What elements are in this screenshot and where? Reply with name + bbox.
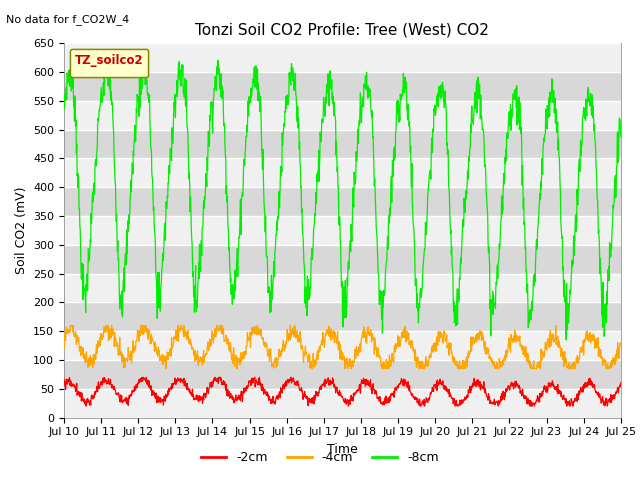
Bar	[64, 274, 621, 302]
Bar	[64, 302, 621, 331]
Bar	[64, 187, 621, 216]
Bar	[64, 72, 621, 101]
Bar	[64, 360, 621, 389]
Y-axis label: Soil CO2 (mV): Soil CO2 (mV)	[15, 187, 28, 274]
Bar	[64, 158, 621, 187]
Bar	[64, 302, 621, 331]
Legend: 	[70, 49, 148, 77]
Legend: -2cm, -4cm, -8cm: -2cm, -4cm, -8cm	[196, 446, 444, 469]
Bar	[64, 216, 621, 245]
Bar	[64, 331, 621, 360]
Bar	[64, 101, 621, 130]
Bar	[64, 360, 621, 389]
Title: Tonzi Soil CO2 Profile: Tree (West) CO2: Tonzi Soil CO2 Profile: Tree (West) CO2	[195, 23, 490, 38]
X-axis label: Time: Time	[327, 443, 358, 456]
Text: No data for f_CO2W_4: No data for f_CO2W_4	[6, 14, 130, 25]
Bar	[64, 43, 621, 72]
Bar	[64, 187, 621, 216]
Bar	[64, 130, 621, 158]
Bar	[64, 245, 621, 274]
Bar	[64, 245, 621, 274]
Bar	[64, 72, 621, 101]
Bar	[64, 389, 621, 418]
Bar	[64, 130, 621, 158]
